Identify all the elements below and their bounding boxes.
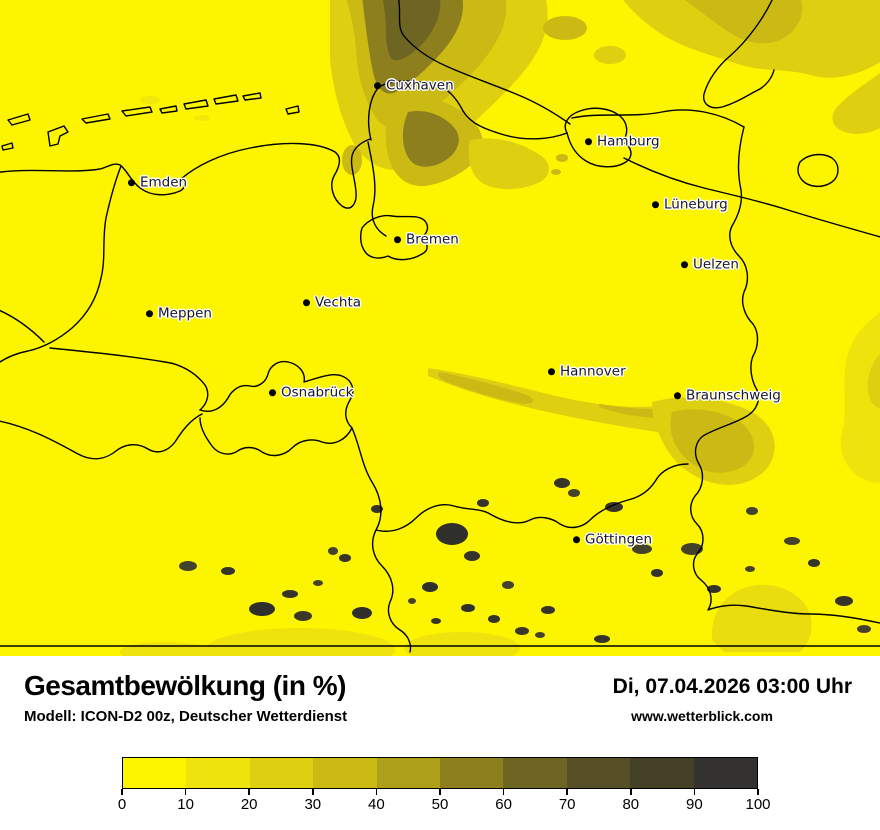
colorbar-legend: 0 10 20 30 40 50 60 70 80 90 100 [118,757,771,813]
city-dot [394,236,401,244]
colorbar-cell [249,758,314,788]
website-label: www.wetterblick.com [631,708,773,724]
colorbar-tickmark [502,789,505,795]
city-marker-hamburg: Hamburg [585,135,660,149]
city-label: Braunschweig [686,387,781,404]
city-marker-uelzen: Uelzen [681,258,739,272]
colorbar-cell [693,758,758,788]
city-dot [585,138,592,146]
city-marker-braunschweig: Braunschweig [674,389,781,403]
colorbar-ticklabel: 60 [495,796,512,813]
city-label: Vechta [315,294,362,311]
city-marker-hannover: Hannover [548,365,626,379]
weather-map: Cuxhaven Hamburg Emden Lüneburg Bremen Uelzen… [0,0,880,656]
colorbar-ticklabel: 70 [558,796,576,813]
map-canvas [0,0,880,656]
colorbar-ticklabel: 10 [177,796,194,813]
model-info: Modell: ICON-D2 00z, Deutscher Wetterdie… [24,708,348,725]
colorbar-tickmark [184,789,187,795]
city-dot [303,299,310,307]
city-dot [573,536,580,544]
city-marker-emden: Emden [128,176,187,190]
colorbar-cell [503,758,567,788]
city-marker-vechta: Vechta [303,296,361,310]
city-label: Meppen [158,305,212,322]
city-marker-cuxhaven: Cuxhaven [374,79,454,93]
page-title: Gesamtbewölkung (in %) [24,670,346,701]
colorbar-ticklabel: 0 [117,796,127,813]
colorbar-ticklabel: 30 [304,796,322,813]
city-label: Emden [140,174,188,191]
colorbar-ticklabel: 90 [686,796,703,813]
colorbar-tickmark [439,789,441,795]
city-label: Hannover [560,363,626,380]
city-dot [674,392,681,400]
colorbar-ticklabel: 100 [745,796,771,813]
map-footer: Gesamtbewölkung (in %) Modell: ICON-D2 0… [0,656,880,830]
colorbar-ticklabel: 40 [368,796,385,813]
map-borders [0,0,880,653]
colorbar-cell [186,758,250,788]
colorbar-tickmark [566,789,568,795]
colorbar [122,757,758,789]
colorbar-tickmark [375,789,378,795]
city-dot [128,179,135,187]
city-label: Hamburg [597,133,660,150]
cloud-speckles [179,478,871,643]
city-label: Cuxhaven [386,77,454,94]
colorbar-cell [440,758,504,788]
colorbar-ticklabel: 20 [240,796,258,813]
city-label: Göttingen [585,531,653,548]
forecast-datetime: Di, 07.04.2026 03:00 Uhr [612,675,852,698]
colorbar-tickmark [248,789,250,795]
colorbar-cell [630,758,694,788]
colorbar-tickmark [693,789,696,795]
colorbar-tickmark [121,789,123,795]
colorbar-cell [123,758,187,788]
colorbar-cell [376,758,441,788]
colorbar-cell [313,758,377,788]
city-dot [374,82,381,90]
city-label: Uelzen [693,256,739,273]
city-marker-lneburg: Lüneburg [652,198,728,212]
colorbar-tickmark [757,789,759,795]
colorbar-cell [566,758,631,788]
city-marker-meppen: Meppen [146,307,212,321]
city-marker-bremen: Bremen [394,233,459,247]
cloud-shading-layer [120,0,880,656]
city-dot [681,261,688,269]
colorbar-ticklabel: 80 [622,796,640,813]
city-dot [146,310,153,318]
colorbar-tickmark [630,789,632,795]
colorbar-tickmark [312,789,314,795]
city-dot [269,389,276,397]
city-dot [548,368,555,376]
colorbar-ticklabel: 50 [431,796,449,813]
city-label: Osnabrück [281,384,354,401]
city-marker-osnabrck: Osnabrück [269,386,353,400]
city-marker-gttingen: Göttingen [573,533,652,547]
city-dot [652,201,659,209]
city-label: Bremen [406,231,459,248]
city-label: Lüneburg [664,196,728,213]
